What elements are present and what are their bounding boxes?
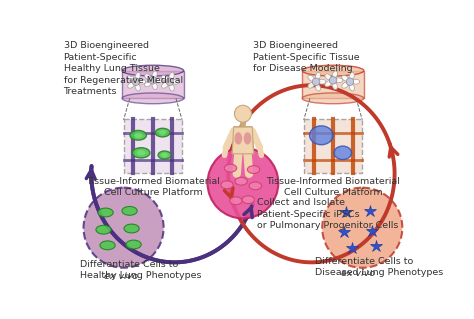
Ellipse shape [221, 181, 233, 189]
Ellipse shape [162, 82, 168, 88]
Ellipse shape [244, 132, 251, 145]
Ellipse shape [135, 84, 140, 91]
Ellipse shape [172, 79, 180, 84]
Circle shape [312, 78, 320, 85]
Ellipse shape [302, 65, 364, 76]
Text: 3D Bioengineered
Patient-Specific Tissue
for Disease Modeling: 3D Bioengineered Patient-Specific Tissue… [253, 41, 360, 73]
Circle shape [208, 148, 278, 219]
Ellipse shape [122, 93, 183, 104]
Ellipse shape [247, 166, 260, 174]
Ellipse shape [352, 79, 360, 84]
Ellipse shape [315, 84, 320, 91]
Ellipse shape [122, 65, 183, 76]
Ellipse shape [224, 164, 237, 172]
Ellipse shape [135, 72, 140, 80]
Text: Tissue-Informed Biomaterial
Cell Culture Platform: Tissue-Informed Biomaterial Cell Culture… [266, 177, 400, 197]
Text: Tissue-Informed Biomaterial
Cell Culture Platform: Tissue-Informed Biomaterial Cell Culture… [86, 177, 220, 197]
Ellipse shape [169, 72, 174, 80]
Polygon shape [122, 70, 183, 98]
Polygon shape [232, 127, 254, 154]
Ellipse shape [235, 177, 247, 185]
Ellipse shape [249, 182, 262, 190]
Ellipse shape [155, 78, 163, 83]
Circle shape [149, 77, 156, 84]
Ellipse shape [235, 132, 242, 145]
Text: Differentiate Cells to
Healthy Lung Phenotypes: Differentiate Cells to Healthy Lung Phen… [80, 260, 201, 280]
Ellipse shape [126, 240, 141, 249]
Ellipse shape [325, 81, 332, 87]
Polygon shape [302, 70, 364, 98]
Ellipse shape [302, 93, 364, 104]
Ellipse shape [229, 197, 242, 205]
Text: ex vivo: ex vivo [104, 271, 138, 281]
Ellipse shape [138, 79, 146, 84]
Ellipse shape [137, 150, 146, 155]
Ellipse shape [334, 146, 352, 160]
Ellipse shape [332, 71, 337, 78]
Ellipse shape [315, 72, 320, 80]
Text: 3D Bioengineered
Patient-Specific
Healthy Lung Tissue
for Regenerative Medical
T: 3D Bioengineered Patient-Specific Health… [64, 41, 182, 96]
Ellipse shape [349, 84, 355, 91]
Circle shape [329, 77, 337, 84]
Ellipse shape [308, 82, 315, 88]
Ellipse shape [158, 151, 171, 159]
Ellipse shape [318, 79, 326, 84]
Ellipse shape [96, 225, 111, 234]
Ellipse shape [162, 75, 168, 81]
Ellipse shape [132, 148, 150, 158]
Ellipse shape [128, 75, 135, 81]
Ellipse shape [130, 130, 146, 140]
Ellipse shape [100, 241, 115, 250]
Ellipse shape [145, 81, 151, 87]
Ellipse shape [152, 71, 157, 78]
Circle shape [322, 188, 402, 268]
Circle shape [235, 105, 251, 122]
Circle shape [166, 78, 173, 85]
Ellipse shape [342, 75, 348, 81]
FancyBboxPatch shape [304, 119, 362, 173]
Ellipse shape [349, 72, 355, 80]
Ellipse shape [308, 75, 315, 81]
Text: Collect and Isolate
Patient-Specific iPSCs
or Pulmonary Progenitor Cells: Collect and Isolate Patient-Specific iPS… [257, 198, 398, 230]
Circle shape [83, 188, 164, 268]
Text: Differentiate Cells to
Diseased Lung Phenotypes: Differentiate Cells to Diseased Lung Phe… [315, 257, 443, 277]
Ellipse shape [145, 74, 151, 80]
Ellipse shape [161, 153, 168, 157]
Ellipse shape [155, 128, 170, 137]
Ellipse shape [332, 82, 337, 90]
Ellipse shape [342, 82, 348, 88]
Ellipse shape [242, 196, 255, 204]
Ellipse shape [152, 82, 157, 90]
FancyBboxPatch shape [124, 119, 182, 173]
Ellipse shape [122, 206, 137, 215]
Ellipse shape [124, 224, 139, 233]
Circle shape [346, 78, 354, 85]
Circle shape [132, 78, 140, 85]
Ellipse shape [128, 82, 135, 88]
Ellipse shape [310, 126, 333, 145]
Ellipse shape [335, 78, 343, 83]
Ellipse shape [98, 208, 113, 217]
Ellipse shape [325, 74, 332, 80]
Text: ex vivo: ex vivo [341, 269, 376, 278]
Ellipse shape [159, 130, 166, 135]
Ellipse shape [134, 133, 142, 138]
Ellipse shape [169, 84, 174, 91]
